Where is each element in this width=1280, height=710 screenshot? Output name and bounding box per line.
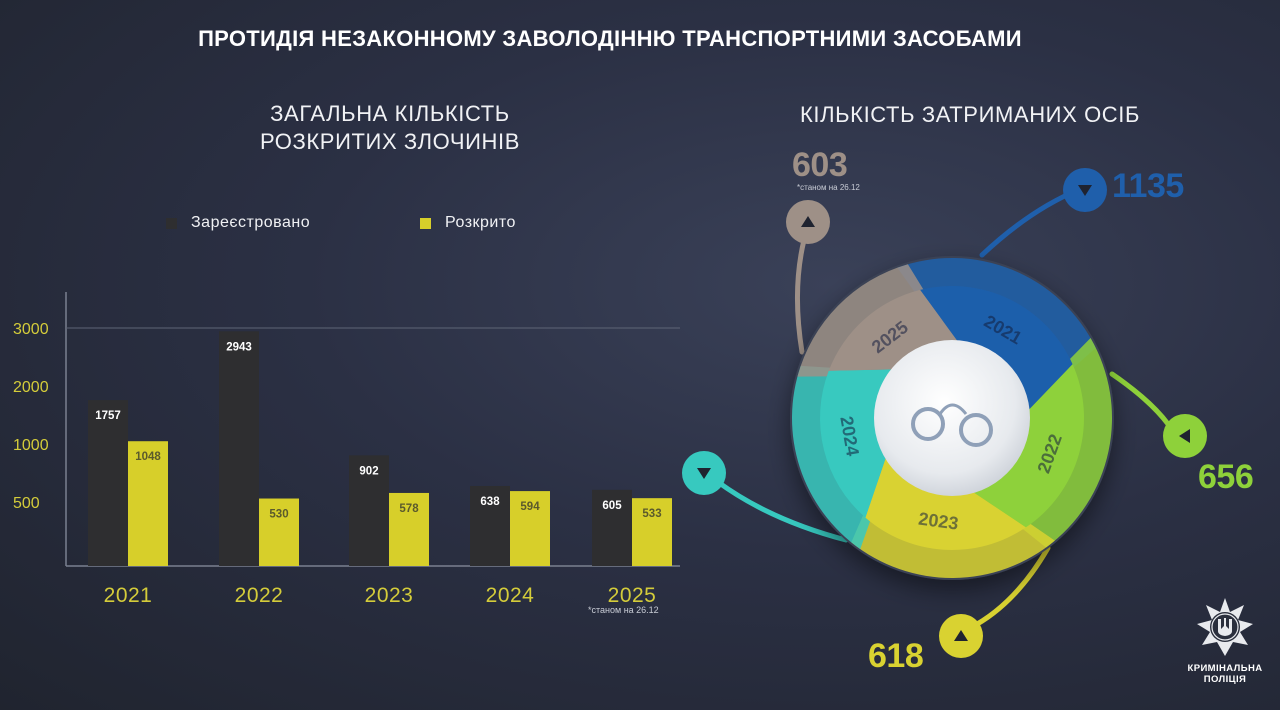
- connector-line: [979, 187, 1081, 258]
- handcuff-chain: [938, 403, 968, 415]
- logo-text-line-2: ПОЛІЦІЯ: [1203, 674, 1247, 685]
- handcuffs-icon: [911, 403, 993, 447]
- value-label-2023: 618: [868, 637, 924, 675]
- legend-label-solved: Розкрито: [445, 214, 516, 231]
- x-tick-label-2025: 2025: [608, 584, 657, 607]
- bar-registered-2022: [219, 331, 259, 566]
- legend-item-solved: Розкрито: [420, 213, 516, 233]
- bar-chart-title: ЗАГАЛЬНА КІЛЬКІСТЬ РОЗКРИТИХ ЗЛОЧИНІВ: [140, 100, 640, 156]
- bar-registered-2023: [349, 455, 389, 566]
- connector-line: [967, 545, 1051, 631]
- handcuff-ring-right: [959, 413, 993, 447]
- arrow-down-icon: [1078, 185, 1092, 196]
- bar-registered-2024: [470, 485, 510, 566]
- bar-value-label: 638: [480, 496, 500, 508]
- footnote-603: *станом на 26.12: [797, 183, 860, 192]
- arrow-up-icon: [954, 630, 968, 641]
- bar-solved-2025: [632, 498, 672, 566]
- page-title: ПРОТИДІЯ НЕЗАКОННОМУ ЗАВОЛОДІННЮ ТРАНСПО…: [198, 26, 1022, 51]
- bar-solved-2024: [510, 491, 550, 566]
- arrow-up-icon: [801, 216, 815, 227]
- arrow-badge-2024: [682, 451, 726, 495]
- bar-chart: 500 1000 2000 3000 1757 1048 2021 2943 530 2022 90…: [13, 292, 680, 607]
- connector-line: [715, 479, 849, 543]
- x-tick-label-2024: 2024: [486, 584, 535, 607]
- legend-label-registered: Зареєстровано: [191, 214, 311, 231]
- bar-value-label: 1757: [95, 410, 121, 422]
- criminal-police-logo: КРИМІНАЛЬНА ПОЛІЦІЯ: [1180, 596, 1270, 706]
- connector-line: [1109, 371, 1171, 427]
- bar-chart-title-line-2: РОЗКРИТИХ ЗЛОЧИНІВ: [260, 129, 520, 154]
- bar-value-label: 594: [520, 501, 540, 513]
- donut-center-disc: [874, 340, 1030, 496]
- legend-swatch-solved: [420, 217, 431, 229]
- bar-value-label: 2943: [226, 341, 252, 353]
- bar-registered-2025: [592, 489, 632, 566]
- arrow-badge-2025: [786, 200, 830, 244]
- arrow-left-icon: [1179, 429, 1190, 443]
- y-tick-label: 3000: [13, 321, 49, 338]
- bar-chart-title-line-1: ЗАГАЛЬНА КІЛЬКІСТЬ: [270, 101, 510, 126]
- x-tick-label-2021: 2021: [104, 584, 153, 607]
- x-tick-label-2023: 2023: [365, 584, 414, 607]
- bar-value-label: 578: [399, 503, 419, 515]
- bar-value-label: 533: [642, 508, 661, 520]
- donut-chart-title: КІЛЬКІСТЬ ЗАТРИМАНИХ ОСІБ: [799, 102, 1141, 127]
- bar-solved-2022: [259, 498, 299, 566]
- police-star-trident-icon: [1197, 598, 1253, 656]
- bar-value-label: 605: [602, 500, 622, 512]
- bar-registered-2021: [88, 400, 128, 566]
- y-tick-label: 1000: [13, 437, 49, 454]
- arrow-badge-2021: [1063, 168, 1107, 212]
- bar-solved-2023: [389, 492, 429, 566]
- y-tick-label: 2000: [13, 379, 49, 396]
- connector-line: [794, 237, 807, 355]
- value-label-2021: 1135: [1112, 167, 1184, 205]
- arrow-badge-2023: [939, 614, 983, 658]
- footnote-2025: *станом на 26.12: [588, 605, 659, 615]
- bar-value-label: 902: [359, 465, 378, 477]
- bar-value-label: 1048: [135, 451, 161, 463]
- handcuff-ring-left: [911, 407, 945, 441]
- legend-swatch-registered: [166, 217, 177, 229]
- x-tick-label-2022: 2022: [235, 584, 284, 607]
- logo-text-line-1: КРИМІНАЛЬНА: [1187, 663, 1263, 674]
- legend-item-registered: Зареєстровано: [166, 213, 310, 233]
- value-label-2025: 603: [792, 146, 848, 184]
- value-label-2022: 656: [1198, 458, 1254, 496]
- y-tick-label: 500: [13, 495, 40, 512]
- arrow-badge-2022: [1163, 414, 1207, 458]
- bar-solved-2021: [128, 441, 168, 566]
- arrow-down-icon: [697, 468, 711, 479]
- bar-value-label: 530: [269, 509, 288, 521]
